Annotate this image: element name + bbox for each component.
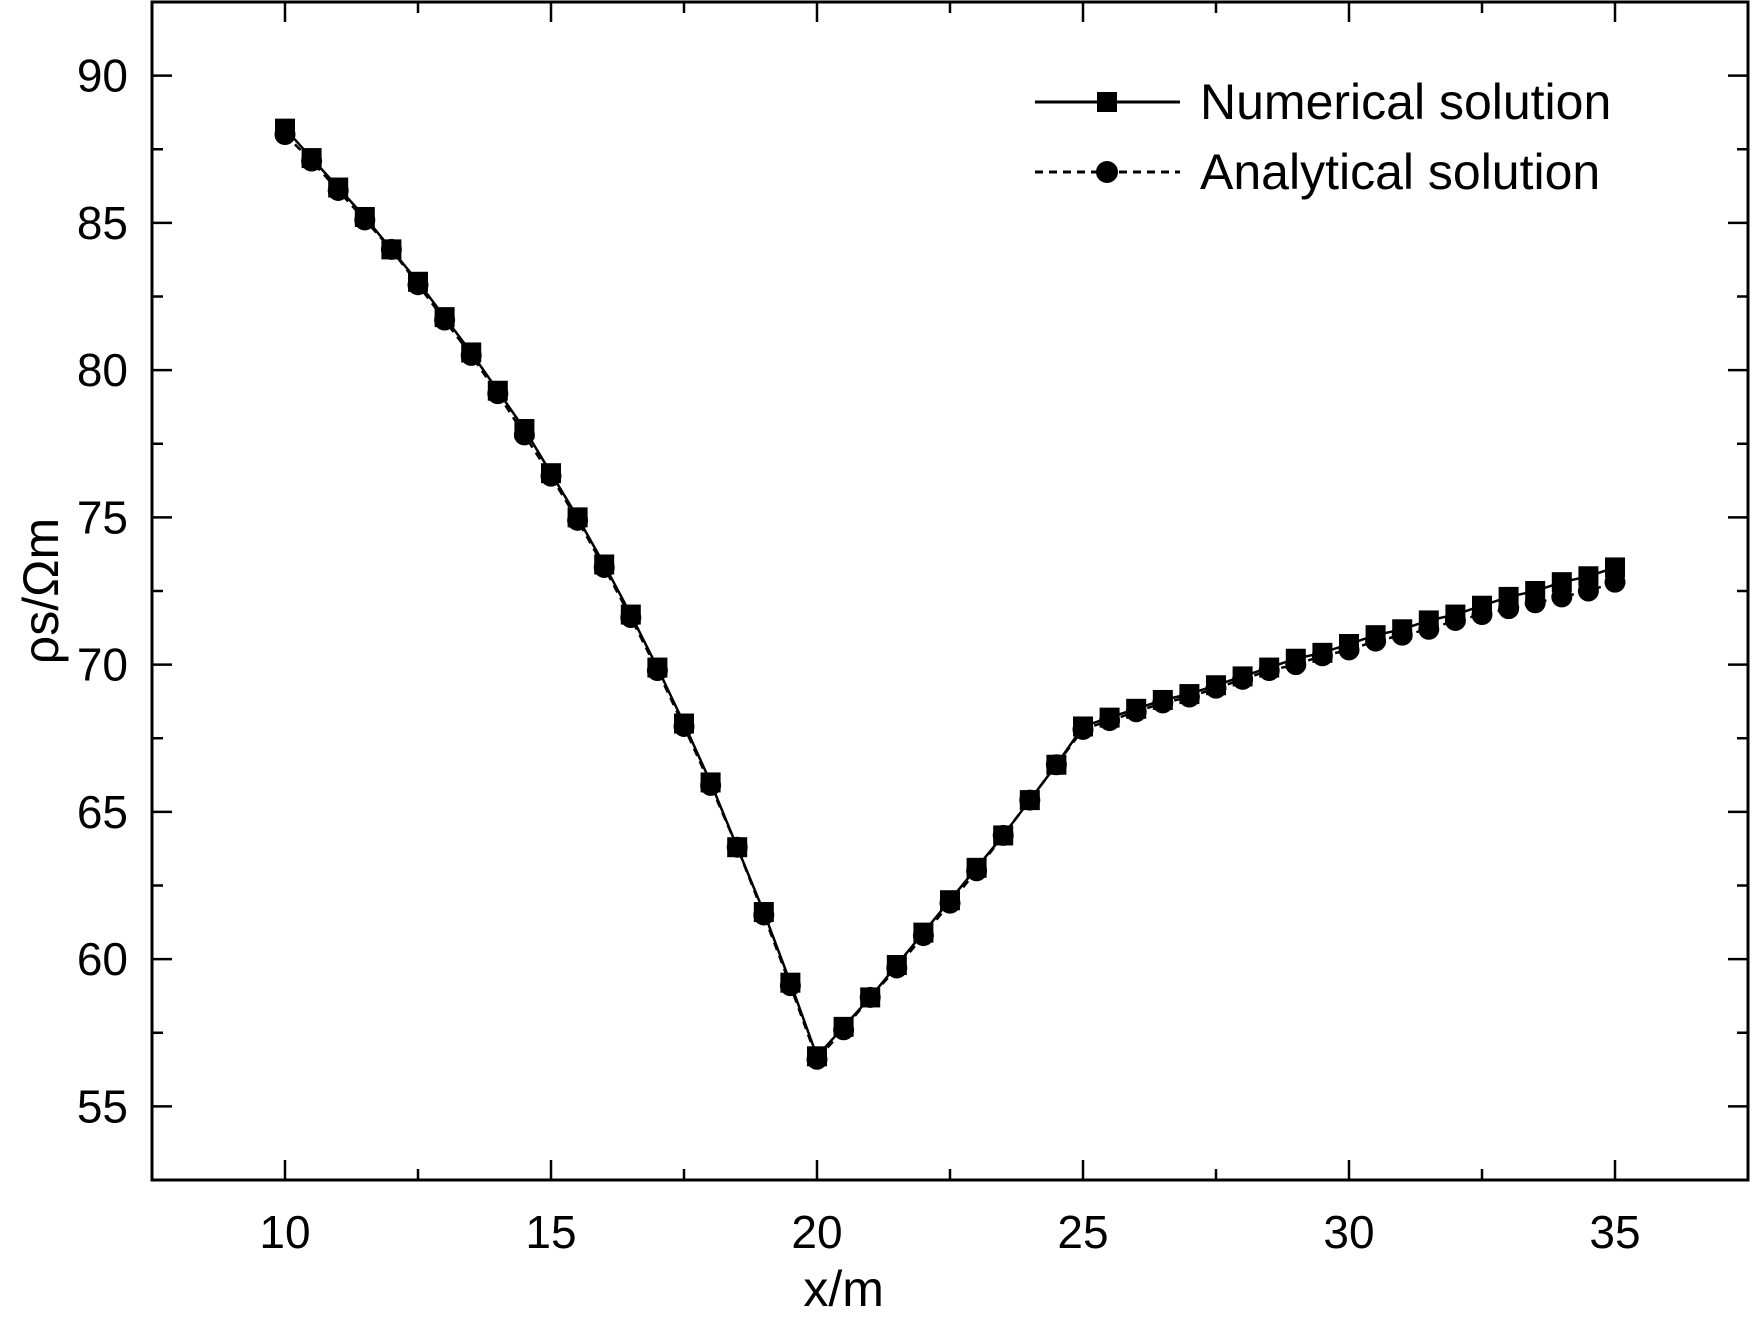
data-point-analytical (1285, 654, 1307, 676)
x-tick-label: 15 (525, 1206, 576, 1258)
data-point-analytical (1365, 630, 1387, 652)
data-point-analytical (726, 836, 748, 858)
data-point-analytical (354, 209, 376, 231)
y-axis-label: ρs/Ωm (13, 518, 69, 664)
data-point-analytical (1205, 677, 1227, 699)
data-point-analytical (460, 344, 482, 366)
data-point-numerical (1578, 566, 1599, 587)
data-point-analytical (1524, 592, 1546, 614)
data-point-analytical (673, 715, 695, 737)
data-point-numerical (1605, 557, 1625, 578)
data-point-analytical (753, 904, 775, 926)
y-tick-label: 55 (77, 1080, 128, 1132)
data-point-analytical (1125, 701, 1147, 723)
data-point-analytical (513, 424, 535, 446)
data-point-analytical (1072, 718, 1094, 740)
data-point-analytical (567, 509, 589, 531)
data-point-analytical (939, 892, 961, 914)
axes-group: 10 15 20 25 30 35 55 60 65 70 75 80 85 90 x/m ρs/Ωm (13, 0, 1750, 1317)
data-point-analytical (1258, 660, 1280, 682)
y-tick-label: 65 (77, 786, 128, 838)
data-point-analytical (407, 274, 429, 296)
data-point-analytical (700, 774, 722, 796)
data-point-analytical (620, 607, 642, 629)
data-point-analytical (1551, 586, 1573, 608)
y-tick-label: 70 (77, 639, 128, 691)
y-tick-label: 90 (77, 50, 128, 102)
data-point-analytical (1498, 598, 1520, 620)
series-line-numerical (284, 127, 1616, 1059)
data-point-analytical (487, 383, 509, 405)
data-point-analytical (327, 179, 349, 201)
data-point-analytical (1045, 754, 1067, 776)
data-point-analytical (992, 824, 1014, 846)
data-point-analytical (1178, 686, 1200, 708)
data-point-analytical (540, 465, 562, 487)
legend: Numerical solution Analytical solution (1035, 74, 1611, 200)
x-tick-label: 30 (1323, 1206, 1374, 1258)
series-line-analytical (284, 133, 1616, 1062)
data-point-analytical (593, 556, 615, 578)
data-point-analytical (1604, 571, 1626, 593)
x-tick-label: 20 (791, 1206, 842, 1258)
data-point-analytical (1232, 668, 1254, 690)
data-point-analytical (1418, 618, 1440, 640)
data-point-analytical (1444, 609, 1466, 631)
x-axis-label: x/m (803, 1261, 884, 1313)
legend-marker-analytical (1096, 161, 1118, 183)
data-point-analytical (806, 1048, 828, 1070)
data-point-analytical (779, 975, 801, 997)
y-tick-label: 75 (77, 491, 128, 543)
data-point-analytical (1099, 710, 1121, 732)
data-point-analytical (1577, 580, 1599, 602)
data-point-analytical (1391, 624, 1413, 646)
data-point-analytical (380, 238, 402, 260)
data-point-analytical (1471, 604, 1493, 626)
data-point-analytical (886, 957, 908, 979)
y-tick-label: 80 (77, 344, 128, 396)
data-point-analytical (274, 124, 296, 146)
data-point-analytical (833, 1019, 855, 1041)
data-point-analytical (301, 150, 323, 172)
y-tick-label: 60 (77, 933, 128, 985)
x-tick-label: 10 (259, 1206, 310, 1258)
data-point-analytical (1338, 639, 1360, 661)
data-point-analytical (434, 309, 456, 331)
legend-label-analytical: Analytical solution (1200, 144, 1600, 200)
y-tick-label: 85 (77, 197, 128, 249)
data-point-analytical (1311, 645, 1333, 667)
data-point-analytical (859, 986, 881, 1008)
data-point-analytical (1152, 692, 1174, 714)
legend-marker-numerical (1097, 92, 1117, 112)
data-point-analytical (912, 925, 934, 947)
data-point-analytical (1019, 789, 1041, 811)
x-tick-label: 35 (1589, 1206, 1640, 1258)
legend-label-numerical: Numerical solution (1200, 74, 1611, 130)
data-point-analytical (966, 860, 988, 882)
data-point-analytical (646, 660, 668, 682)
series-group (274, 118, 1626, 1070)
x-tick-label: 25 (1057, 1206, 1108, 1258)
data-point-numerical (1551, 572, 1572, 593)
